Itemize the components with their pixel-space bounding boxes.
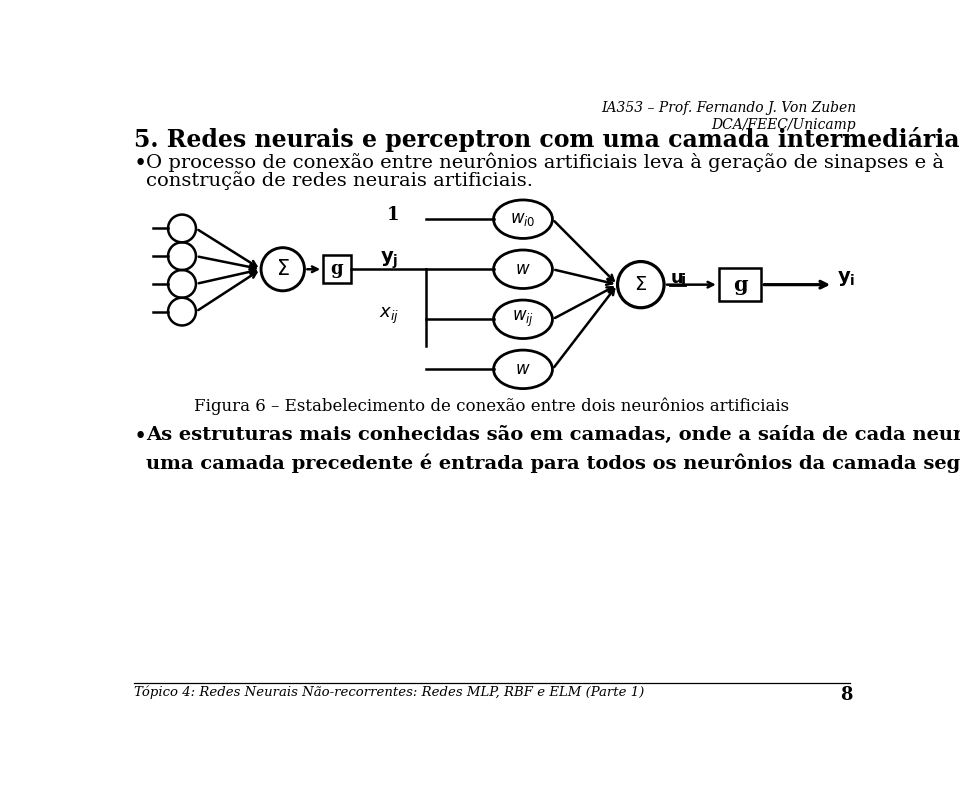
- Text: As estruturas mais conhecidas são em camadas, onde a saída de cada neurônio de: As estruturas mais conhecidas são em cam…: [146, 426, 960, 444]
- Text: $w_{i0}$: $w_{i0}$: [511, 210, 536, 228]
- Text: $\Sigma$: $\Sigma$: [276, 259, 290, 279]
- Text: 8: 8: [840, 686, 852, 704]
- Text: $\mathbf{y_j}$: $\mathbf{y_j}$: [379, 250, 398, 270]
- Text: $w_{ij}$: $w_{ij}$: [512, 309, 534, 330]
- Text: •: •: [134, 426, 147, 447]
- Text: $\mathbf{u}$: $\mathbf{u}$: [670, 270, 684, 287]
- Text: $\mathbf{i}$: $\mathbf{i}$: [681, 272, 686, 288]
- Text: g: g: [330, 260, 344, 278]
- Text: $x_{ij}$: $x_{ij}$: [379, 306, 399, 326]
- Text: •: •: [134, 153, 147, 175]
- Text: $\mathbf{y_i}$: $\mathbf{y_i}$: [837, 269, 855, 288]
- Text: uma camada precedente é entrada para todos os neurônios da camada seguinte.: uma camada precedente é entrada para tod…: [146, 454, 960, 473]
- Text: IA353 – Prof. Fernando J. Von Zuben
DCA/FEEC/Unicamp: IA353 – Prof. Fernando J. Von Zuben DCA/…: [601, 102, 856, 131]
- Text: $w$: $w$: [516, 361, 531, 378]
- Text: g: g: [732, 274, 747, 294]
- Text: Tópico 4: Redes Neurais Não-recorrentes: Redes MLP, RBF e ELM (Parte 1): Tópico 4: Redes Neurais Não-recorrentes:…: [134, 686, 644, 699]
- Text: O processo de conexão entre neurônios artificiais leva à geração de sinapses e à: O processo de conexão entre neurônios ar…: [146, 153, 945, 173]
- Text: Figura 6 – Estabelecimento de conexão entre dois neurônios artificiais: Figura 6 – Estabelecimento de conexão en…: [195, 398, 789, 415]
- Text: 5. Redes neurais e perceptron com uma camada intermediária: 5. Redes neurais e perceptron com uma ca…: [134, 126, 959, 152]
- Text: $\Sigma$: $\Sigma$: [635, 276, 647, 294]
- Text: construção de redes neurais artificiais.: construção de redes neurais artificiais.: [146, 170, 534, 190]
- Text: 1: 1: [387, 206, 399, 224]
- Text: $w$: $w$: [516, 261, 531, 278]
